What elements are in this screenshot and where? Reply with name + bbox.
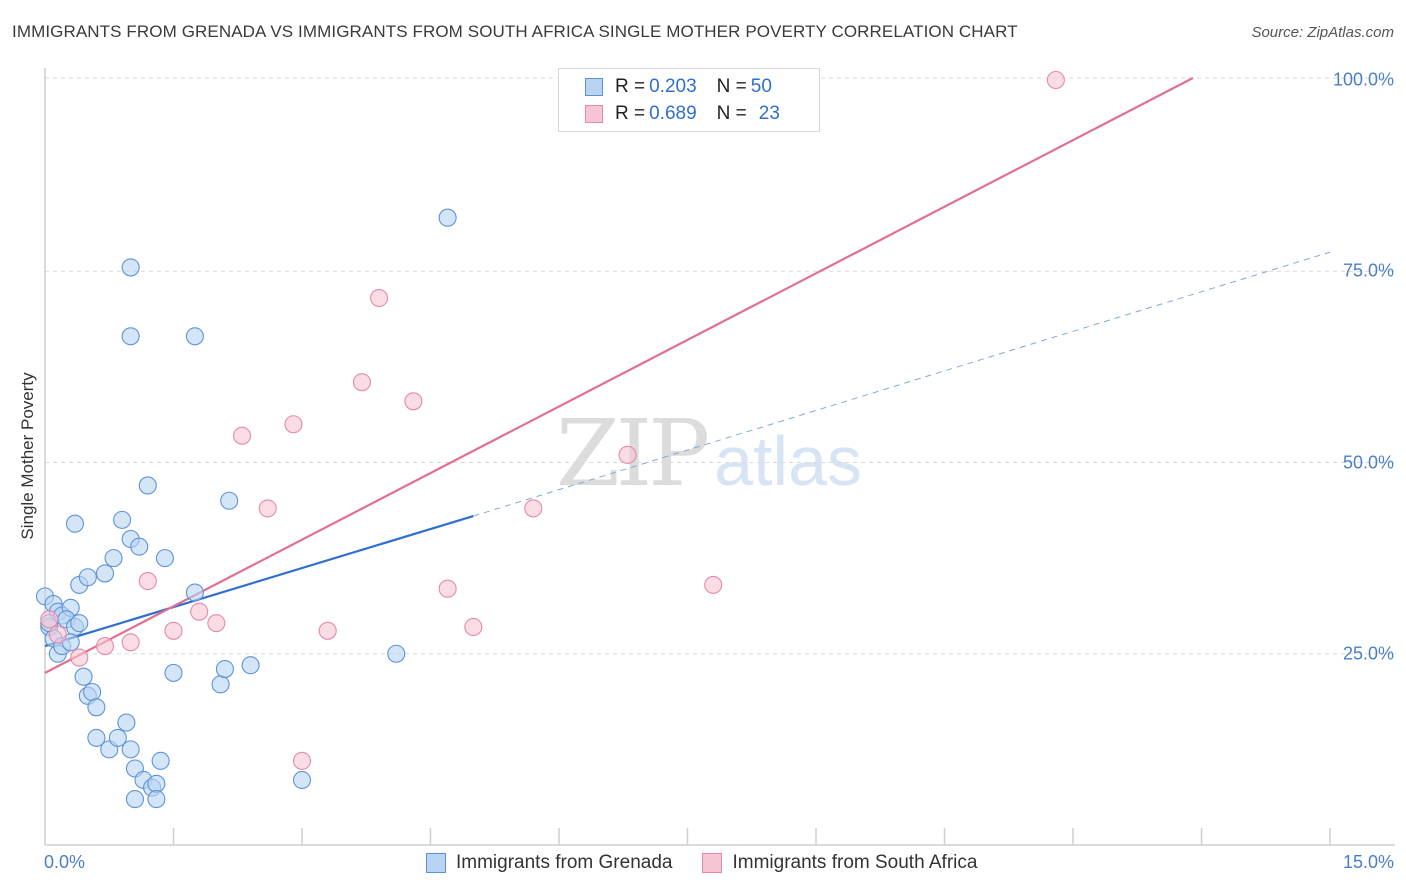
point-grenada <box>65 514 85 533</box>
x-tick-label-min: 0.0% <box>44 852 86 872</box>
trend-line-grenada <box>44 514 474 648</box>
legend-swatch-grenada <box>585 78 603 96</box>
point-grenada <box>83 682 102 702</box>
point-south-africa <box>138 572 157 591</box>
point-south-africa <box>524 499 543 518</box>
legend-n-label: N = <box>716 103 747 124</box>
point-south-africa <box>258 499 277 518</box>
point-grenada <box>87 698 106 717</box>
point-south-africa <box>284 415 303 434</box>
legend-r-value: 0.203 <box>649 76 697 97</box>
legend-label-south-africa: Immigrants from South Africa <box>732 852 978 873</box>
legend-n-value: 23 <box>758 103 780 124</box>
point-grenada <box>241 656 260 675</box>
point-grenada <box>74 667 93 686</box>
point-grenada <box>211 675 230 694</box>
legend-r-label: R = <box>615 76 646 97</box>
point-grenada <box>438 208 457 227</box>
point-grenada <box>164 663 183 682</box>
y-tick-label: 100.0% <box>1332 69 1394 90</box>
trend-lines <box>44 77 1331 674</box>
point-grenada <box>151 751 170 770</box>
point-grenada <box>108 728 127 747</box>
point-grenada <box>185 583 204 602</box>
point-grenada <box>387 644 406 663</box>
point-south-africa <box>370 288 389 308</box>
point-grenada <box>78 568 97 587</box>
point-grenada <box>138 476 157 495</box>
point-south-africa <box>121 633 140 652</box>
point-south-africa <box>318 621 337 640</box>
point-grenada <box>121 258 140 277</box>
point-grenada <box>121 740 140 759</box>
point-south-africa <box>704 575 723 594</box>
y-axis-label: Single Mother Poverty <box>18 372 37 540</box>
legend-n-label: N = <box>716 76 747 97</box>
point-grenada <box>104 549 123 568</box>
point-south-africa <box>40 610 59 629</box>
legend-row-grenada: R = 0.203 N = 50 <box>585 75 772 99</box>
legend-n-value: 50 <box>750 76 772 97</box>
point-grenada <box>121 327 140 346</box>
legend-swatch-grenada <box>426 853 446 873</box>
legend-row-south-africa: R = 0.689 N = 23 <box>585 102 780 126</box>
legend-item-south-africa: Immigrants from South Africa <box>702 852 977 874</box>
point-grenada <box>113 510 132 529</box>
series-legend: Immigrants from Grenada Immigrants from … <box>426 852 1007 874</box>
legend-label-grenada: Immigrants from Grenada <box>456 852 673 873</box>
point-grenada <box>130 537 149 556</box>
point-south-africa <box>70 648 89 667</box>
point-south-africa <box>292 751 312 770</box>
point-grenada <box>147 790 166 809</box>
point-grenada <box>292 770 312 790</box>
point-grenada <box>185 327 204 346</box>
point-grenada <box>125 790 144 809</box>
point-grenada <box>215 659 234 679</box>
legend-swatch-south-africa <box>585 105 603 123</box>
point-south-africa <box>438 579 457 598</box>
point-grenada <box>117 713 136 732</box>
y-tick-label: 25.0% <box>1342 643 1394 664</box>
point-grenada <box>87 728 106 747</box>
axes <box>44 68 1395 846</box>
point-grenada <box>70 614 89 633</box>
legend-swatch-south-africa <box>702 853 723 873</box>
point-grenada <box>220 491 239 510</box>
data-points <box>35 70 1065 809</box>
legend-item-grenada: Immigrants from Grenada <box>426 852 672 874</box>
point-south-africa <box>352 373 372 392</box>
legend-r-value: 0.689 <box>649 103 697 124</box>
y-tick-label: 75.0% <box>1342 260 1394 281</box>
point-grenada <box>155 549 174 568</box>
point-grenada <box>95 564 115 583</box>
point-south-africa <box>190 602 209 621</box>
point-south-africa <box>232 426 252 445</box>
point-south-africa <box>1046 70 1065 90</box>
point-south-africa <box>95 637 115 656</box>
point-south-africa <box>618 445 637 464</box>
point-south-africa <box>207 614 226 633</box>
point-south-africa <box>464 617 483 637</box>
trend-line-south-africa <box>44 77 1194 674</box>
y-tick-label: 50.0% <box>1342 452 1394 472</box>
point-south-africa <box>404 392 423 411</box>
point-grenada <box>147 774 166 793</box>
point-south-africa <box>164 621 183 640</box>
point-south-africa <box>48 625 67 644</box>
source-credit: Source: ZipAtlas.com <box>1251 24 1394 41</box>
correlation-legend: R = 0.203 N = 50 R = 0.689 N = 23 <box>558 68 820 132</box>
legend-r-label: R = <box>615 103 646 124</box>
x-tick-label-max: 15.0% <box>1342 852 1394 872</box>
chart-title: IMMIGRANTS FROM GRENADA VS IMMIGRANTS FR… <box>12 22 1018 41</box>
